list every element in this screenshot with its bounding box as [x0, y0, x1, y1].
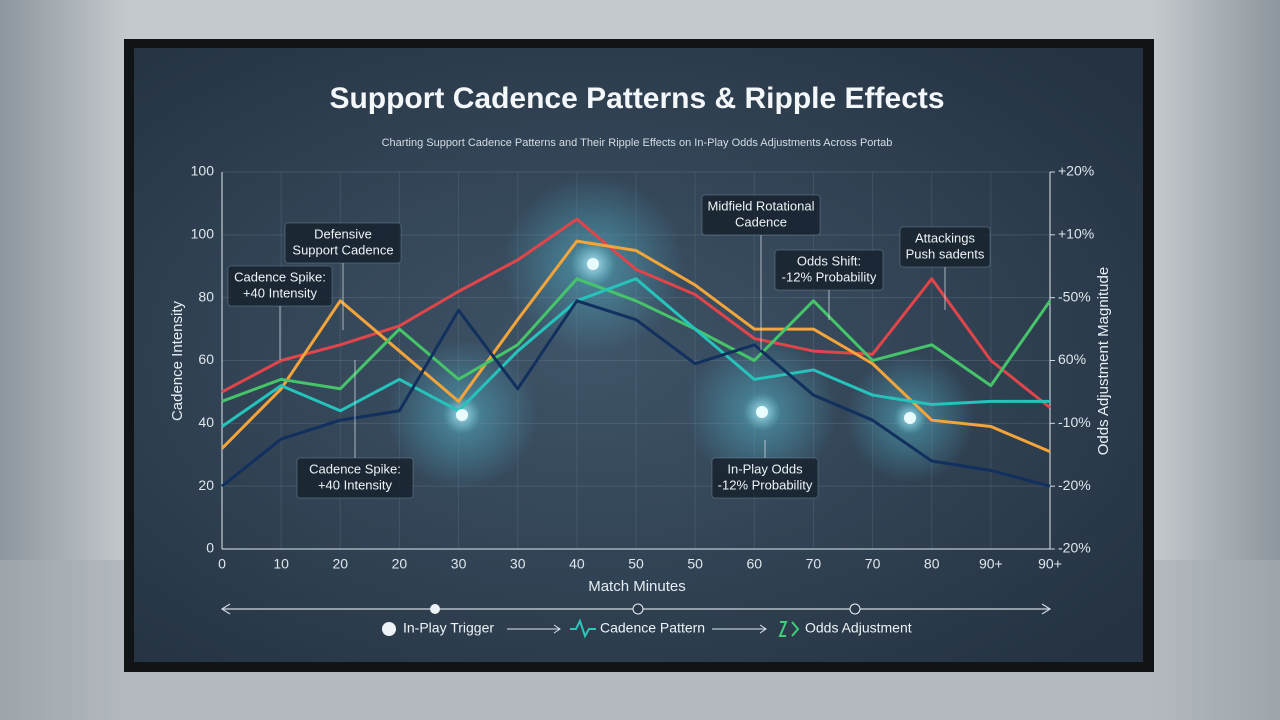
annotation-box: [284, 222, 402, 264]
annotation-text: -12% Probability: [718, 477, 813, 492]
flow-arrow: [507, 624, 561, 634]
annotation: Cadence Spike:+40 Intensity: [296, 360, 414, 499]
ball-icon: [382, 622, 396, 636]
annotation-text: Cadence Spike:: [309, 461, 401, 476]
flow-arrow: [712, 624, 767, 634]
annotation-text: Odds Shift:: [797, 253, 861, 268]
x-tick-label: 0: [218, 556, 226, 572]
x-tick-label: 50: [628, 556, 644, 572]
y-axis-label: Cadence Intensity: [169, 300, 186, 421]
odds-icon: [778, 621, 800, 637]
series-line: [221, 277, 1050, 428]
x-tick-label: 50: [687, 556, 703, 572]
flow-label: In-Play Trigger: [403, 620, 494, 636]
x-tick-label: 30: [451, 556, 467, 572]
annotation: In-Play Odds-12% Probability: [711, 440, 819, 499]
annotation: Cadence Spike:+40 Intensity: [227, 265, 333, 360]
annotation-text: +40 Intensity: [243, 285, 318, 300]
annotation-text: Cadence Spike:: [234, 269, 326, 284]
flow-node: [632, 603, 644, 615]
y-tick-label: 80: [198, 288, 214, 304]
annotation-box: [774, 249, 884, 291]
y2-tick-label: -20%: [1058, 540, 1091, 556]
flow-label: Odds Adjustment: [805, 620, 912, 636]
flow-diagram: In-Play Trigger Cadence Pattern Odds Adj…: [220, 603, 1052, 639]
y2-axis-label: Odds Adjustment Magnitude: [1095, 267, 1112, 455]
x-tick-label: 70: [806, 556, 822, 572]
y2-tick-label: -10%: [1058, 414, 1091, 430]
ripple-point: [587, 258, 599, 270]
x-tick-label: 80: [924, 556, 940, 572]
annotations: Cadence Spike:+40 IntensityDefensiveSupp…: [227, 194, 991, 499]
x-tick-label: 60: [746, 556, 762, 572]
x-tick-label: 40: [569, 556, 585, 572]
x-tick-label: 20: [332, 556, 348, 572]
flow-label: Cadence Pattern: [600, 620, 705, 636]
series-line: [221, 277, 1052, 403]
x-tick-label: 30: [510, 556, 526, 572]
annotation-text: Push sadents: [906, 246, 985, 261]
pulse-icon: [570, 618, 596, 639]
x-tick-label: 10: [273, 556, 289, 572]
annotation-box: [899, 226, 991, 268]
y-tick-label: 100: [191, 226, 215, 242]
annotation-text: In-Play Odds: [727, 461, 803, 476]
flow-arrowheads: [220, 603, 1052, 615]
y2-tick-label: -50%: [1058, 288, 1091, 304]
y2-tick-label: +10%: [1058, 226, 1094, 242]
annotation-text: Cadence: [735, 214, 787, 229]
x-axis-label: Match Minutes: [588, 578, 686, 595]
annotation-text: -12% Probability: [782, 269, 877, 284]
ripple-point: [756, 406, 768, 418]
y-tick-label: 100: [191, 163, 215, 179]
y-tick-label: 60: [198, 351, 214, 367]
lines: [220, 217, 1052, 488]
series-line: [221, 299, 1051, 488]
annotation-text: Defensive: [314, 226, 372, 241]
annotation-text: Support Cadence: [292, 242, 393, 257]
annotation-text: Attackings: [915, 230, 975, 245]
y2-tick-label: 60%: [1058, 351, 1086, 367]
annotation-text: +40 Intensity: [318, 477, 393, 492]
x-tick-label: 90+: [1038, 556, 1062, 572]
annotation-box: [701, 194, 821, 236]
y2-tick-label: +20%: [1058, 163, 1094, 179]
y-tick-label: 0: [206, 540, 214, 556]
series-line: [221, 217, 1051, 409]
ripple-points: [456, 258, 916, 424]
flow-node: [430, 604, 440, 614]
chart-title: Support Cadence Patterns & Ripple Effect…: [329, 82, 944, 115]
ripple-point: [904, 412, 916, 424]
annotation-box: [711, 457, 819, 499]
annotation-box: [296, 457, 414, 499]
annotation-box: [227, 265, 333, 307]
ripple-point: [456, 409, 468, 421]
y-tick-label: 40: [198, 414, 214, 430]
x-tick-label: 90+: [979, 556, 1003, 572]
grid: 020406080100100-20%-20%-10%60%-50%+10%+2…: [191, 163, 1095, 572]
y2-tick-label: -20%: [1058, 477, 1091, 493]
annotation: Odds Shift:-12% Probability: [774, 249, 884, 320]
x-tick-label: 20: [392, 556, 408, 572]
flow-node: [849, 603, 861, 615]
chart-subtitle: Charting Support Cadence Patterns and Th…: [382, 137, 893, 149]
x-tick-label: 70: [865, 556, 881, 572]
annotation-text: Midfield Rotational: [708, 198, 815, 213]
y-tick-label: 20: [198, 477, 214, 493]
